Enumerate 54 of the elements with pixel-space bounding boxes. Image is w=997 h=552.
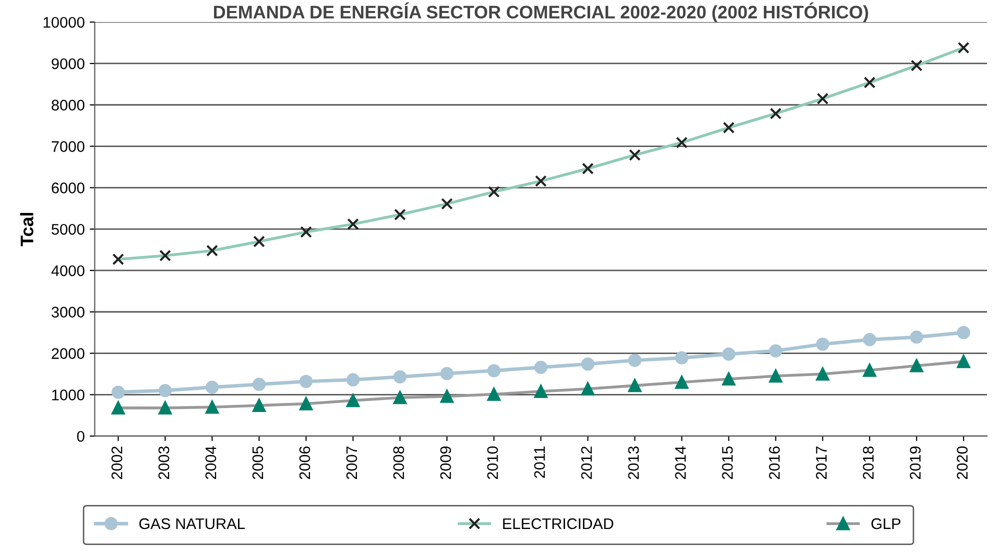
x-tick-label: 2007 (346, 446, 358, 480)
point (393, 370, 407, 384)
legend-label: GLP (871, 518, 900, 530)
y-tick-label: 8000 (52, 100, 84, 111)
point (346, 373, 360, 386)
point (863, 333, 876, 346)
x-tick-label: 2013 (628, 446, 639, 480)
legend-label: GAS NATURAL (139, 518, 245, 530)
y-tick-label: 2000 (52, 348, 84, 359)
x-tick-label: 2006 (299, 446, 310, 480)
point (534, 360, 548, 374)
point (299, 374, 313, 388)
point (956, 326, 970, 340)
legend-label: ELECTRICIDAD (503, 518, 614, 530)
y-tick-label: 6000 (52, 182, 84, 194)
point (769, 344, 782, 358)
x-tick-label: 2017 (816, 446, 827, 480)
point (158, 384, 172, 398)
x-tick-label: 2005 (252, 446, 264, 480)
point (628, 354, 642, 367)
x-tick-label: 2012 (581, 446, 592, 480)
x-tick-label: 2019 (910, 446, 921, 480)
point (581, 357, 594, 371)
y-tick-label: 1000 (52, 390, 84, 400)
point (112, 386, 125, 399)
point (910, 330, 924, 344)
point (440, 366, 454, 380)
x-tick-label: 2004 (205, 446, 216, 480)
point (487, 364, 501, 378)
x-tick-label: 2018 (862, 446, 874, 480)
y-tick-label: 10000 (44, 16, 84, 28)
point (722, 348, 736, 361)
x-tick-label: 2010 (487, 446, 498, 480)
x-tick-label: 2003 (158, 446, 170, 480)
x-tick-label: 2015 (722, 446, 733, 480)
point (816, 338, 830, 351)
point (675, 351, 688, 364)
x-tick-label: 2009 (440, 446, 452, 480)
y-tick-label: 5000 (52, 224, 84, 235)
chart-title: DEMANDA DE ENERGÍA SECTOR COMERCIAL 2002-2020 (2002 HISTÓRICO) (214, 2, 868, 22)
x-tick-label: 2011 (534, 446, 545, 478)
point (252, 378, 266, 391)
y-tick-label: 3000 (52, 306, 84, 318)
y-tick-label: 0 (77, 430, 84, 442)
point (206, 380, 219, 394)
y-tick-label: 4000 (51, 265, 84, 276)
x-tick-label: 2008 (393, 446, 404, 480)
x-tick-label: 2020 (956, 446, 968, 480)
y-tick-label: 7000 (52, 141, 84, 152)
y-tick-label: 9000 (52, 58, 84, 70)
y-axis-title: Tcal (20, 212, 34, 246)
x-tick-label: 2014 (675, 446, 686, 480)
x-tick-label: 2002 (111, 446, 122, 480)
x-tick-label: 2016 (768, 446, 780, 480)
